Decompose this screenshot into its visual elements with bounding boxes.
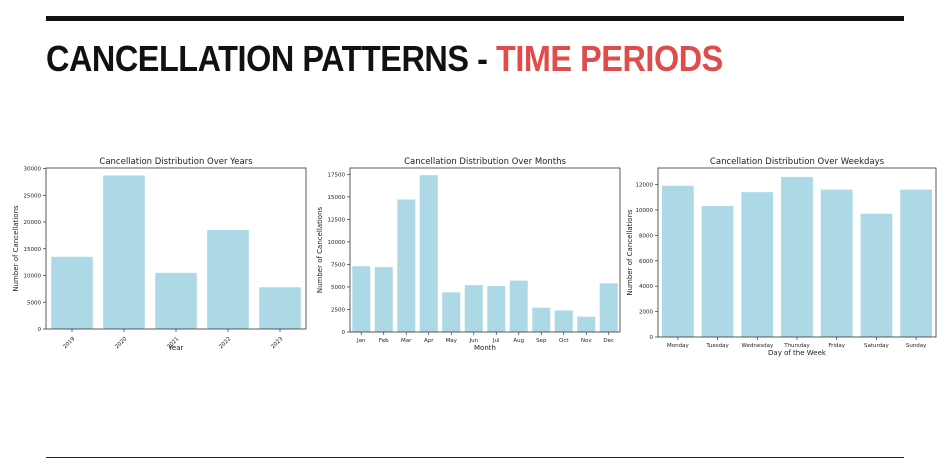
y-tick-label: 12000 [636, 183, 654, 189]
bar [509, 280, 528, 332]
bar [860, 213, 893, 337]
x-tick-label: Mar [401, 338, 412, 344]
y-tick-label: 0 [38, 327, 42, 333]
x-tick-label: Thursday [783, 343, 810, 349]
bar [532, 307, 551, 332]
x-tick-label: Sunday [906, 343, 927, 349]
x-tick-label: 2022 [218, 336, 232, 350]
chart-months: Cancellation Distribution Over Months 0 25… [316, 157, 621, 352]
x-axis-label: Year [168, 344, 184, 352]
x-tick-label: 2020 [114, 336, 128, 350]
x-tick-label: Jul [492, 338, 500, 344]
x-tick-label: Apr [424, 338, 434, 344]
y-tick-label: 17500 [328, 172, 346, 178]
bar [781, 176, 813, 337]
bar [207, 230, 249, 329]
top-rule [46, 16, 904, 21]
x-tick-label: Aug [513, 338, 524, 344]
x-tick-label: 2023 [270, 336, 284, 350]
y-tick-label: 10000 [24, 274, 42, 280]
bar [487, 286, 506, 332]
y-axis-label: Number of Cancellations [12, 205, 20, 292]
bar [442, 292, 461, 332]
bar [900, 189, 933, 337]
y-axis-label: Number of Cancellations [316, 206, 324, 293]
chart-title: Cancellation Distribution Over Years [99, 157, 253, 167]
bar [820, 189, 853, 337]
x-tick-label: Jan [356, 338, 366, 344]
slide-title-main: CANCELLATION PATTERNS - [46, 38, 496, 79]
slide-title-accent: TIME PERIODS [495, 38, 723, 79]
x-tick-label: Feb [379, 338, 389, 344]
x-tick-label: Oct [559, 338, 569, 344]
bar [741, 192, 774, 337]
chart-weekdays: Cancellation Distribution Over Weekdays 0… [626, 157, 937, 357]
bar [599, 283, 618, 332]
x-tick-label: Saturday [864, 343, 890, 349]
x-tick-label: Dec [603, 338, 614, 344]
y-tick-label: 10000 [636, 208, 654, 214]
y-tick-label: 10000 [328, 240, 346, 246]
x-tick-label: 2019 [62, 336, 76, 350]
bottom-rule [46, 457, 904, 458]
chart-title: Cancellation Distribution Over Weekdays [710, 157, 885, 167]
y-tick-label: 5000 [27, 300, 41, 306]
x-tick-label: Nov [581, 338, 592, 344]
y-tick-label: 0 [650, 335, 654, 341]
bar [374, 267, 393, 332]
bar [661, 185, 694, 337]
y-tick-label: 7500 [331, 262, 345, 268]
y-tick-label: 5000 [331, 285, 345, 291]
y-tick-label: 2500 [331, 307, 345, 313]
x-tick-label: Jun [468, 338, 478, 344]
y-tick-label: 25000 [24, 193, 42, 199]
bar [352, 266, 371, 332]
y-tick-label: 30000 [24, 167, 42, 173]
y-tick-label: 0 [342, 330, 346, 336]
slide-title: CANCELLATION PATTERNS - TIME PERIODS [46, 38, 723, 80]
bar [577, 316, 596, 332]
y-tick-label: 6000 [639, 259, 653, 265]
bar [51, 256, 93, 329]
x-tick-label: Sep [536, 338, 547, 344]
bar [103, 175, 145, 329]
y-tick-label: 4000 [639, 284, 653, 290]
y-tick-label: 15000 [328, 195, 346, 201]
x-tick-label: May [446, 338, 458, 344]
x-tick-label: Wednesday [741, 343, 774, 349]
x-tick-label: Tuesday [705, 343, 729, 349]
y-axis-label: Number of Cancellations [626, 209, 634, 296]
x-axis-label: Day of the Week [768, 349, 827, 357]
bar [701, 206, 734, 337]
x-tick-label: Monday [667, 343, 689, 349]
bar [259, 287, 301, 329]
chart-title: Cancellation Distribution Over Months [404, 157, 566, 167]
y-tick-label: 15000 [24, 247, 42, 253]
bar [397, 199, 416, 332]
bar [419, 175, 438, 332]
plot-frame [349, 167, 621, 333]
bar [554, 310, 573, 332]
y-tick-label: 8000 [639, 233, 653, 239]
bar [464, 285, 483, 332]
x-tick-label: Friday [828, 343, 845, 349]
x-axis-label: Month [474, 344, 496, 352]
y-tick-label: 2000 [639, 310, 653, 316]
chart-years: Cancellation Distribution Over Years 0 500… [12, 157, 307, 352]
bar [155, 272, 197, 329]
y-tick-label: 12500 [328, 217, 346, 223]
y-tick-label: 20000 [24, 220, 42, 226]
